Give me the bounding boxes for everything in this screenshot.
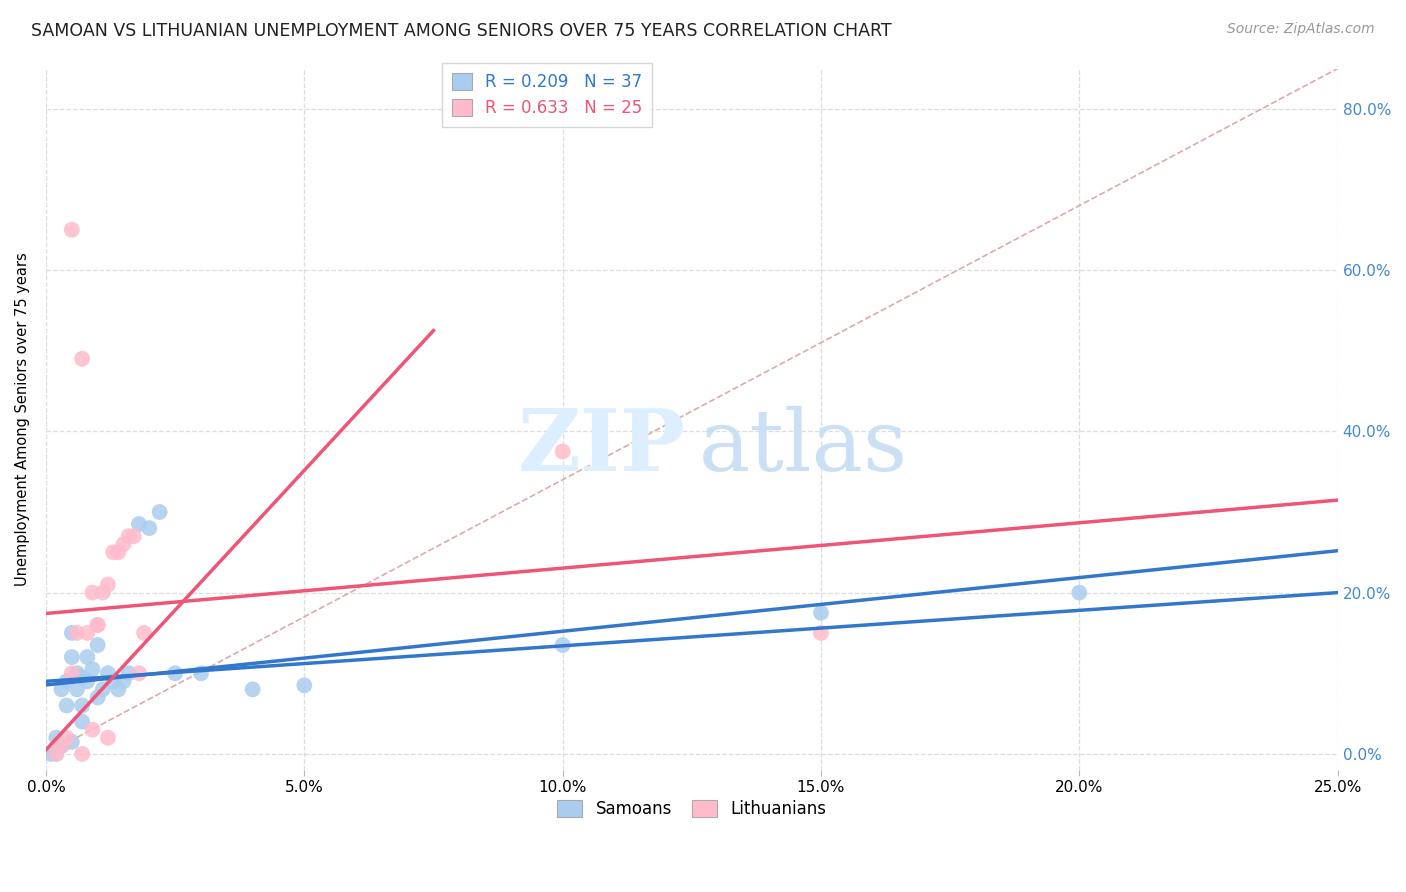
Point [242, 682, 264, 697]
Point [60, 223, 83, 237]
Text: ZIP: ZIP [517, 405, 685, 490]
Point [149, 505, 172, 519]
Point [76, 674, 98, 689]
Point [91, 682, 114, 697]
Y-axis label: Unemployment Among Seniors over 75 years: Unemployment Among Seniors over 75 years [15, 252, 30, 586]
Point [70, 714, 93, 729]
Point [66, 682, 89, 697]
Text: Source: ZipAtlas.com: Source: ZipAtlas.com [1227, 22, 1375, 37]
Point [107, 682, 129, 697]
Point [128, 666, 150, 681]
Point [82, 585, 104, 599]
Point [60, 650, 83, 665]
Text: atlas: atlas [699, 406, 907, 489]
Point [97, 577, 120, 591]
Legend: Samoans, Lithuanians: Samoans, Lithuanians [551, 793, 832, 825]
Point [138, 521, 160, 535]
Point [76, 650, 98, 665]
Point [86, 618, 108, 632]
Point [51, 739, 73, 753]
Point [60, 666, 83, 681]
Point [91, 585, 114, 599]
Point [190, 666, 212, 681]
Point [82, 723, 104, 737]
Point [551, 638, 574, 652]
Point [45, 731, 67, 745]
Point [134, 626, 156, 640]
Point [1069, 585, 1091, 599]
Point [117, 666, 139, 681]
Point [107, 545, 129, 559]
Point [101, 674, 124, 689]
Point [128, 517, 150, 532]
Point [101, 545, 124, 559]
Point [45, 747, 67, 761]
Point [70, 747, 93, 761]
Point [66, 626, 89, 640]
Point [117, 529, 139, 543]
Point [66, 666, 89, 681]
Point [70, 351, 93, 366]
Point [122, 529, 145, 543]
Point [551, 444, 574, 458]
Point [60, 626, 83, 640]
Point [165, 666, 187, 681]
Point [55, 731, 77, 745]
Point [86, 690, 108, 705]
Point [45, 747, 67, 761]
Point [810, 626, 832, 640]
Point [292, 678, 315, 692]
Point [55, 674, 77, 689]
Point [51, 682, 73, 697]
Point [70, 698, 93, 713]
Point [112, 674, 135, 689]
Point [112, 537, 135, 551]
Point [97, 666, 120, 681]
Point [51, 739, 73, 753]
Point [60, 735, 83, 749]
Point [810, 606, 832, 620]
Point [86, 618, 108, 632]
Point [86, 638, 108, 652]
Point [70, 670, 93, 684]
Point [51, 739, 73, 753]
Point [39, 747, 62, 761]
Text: SAMOAN VS LITHUANIAN UNEMPLOYMENT AMONG SENIORS OVER 75 YEARS CORRELATION CHART: SAMOAN VS LITHUANIAN UNEMPLOYMENT AMONG … [31, 22, 891, 40]
Point [76, 626, 98, 640]
Point [82, 662, 104, 676]
Point [97, 731, 120, 745]
Point [55, 698, 77, 713]
